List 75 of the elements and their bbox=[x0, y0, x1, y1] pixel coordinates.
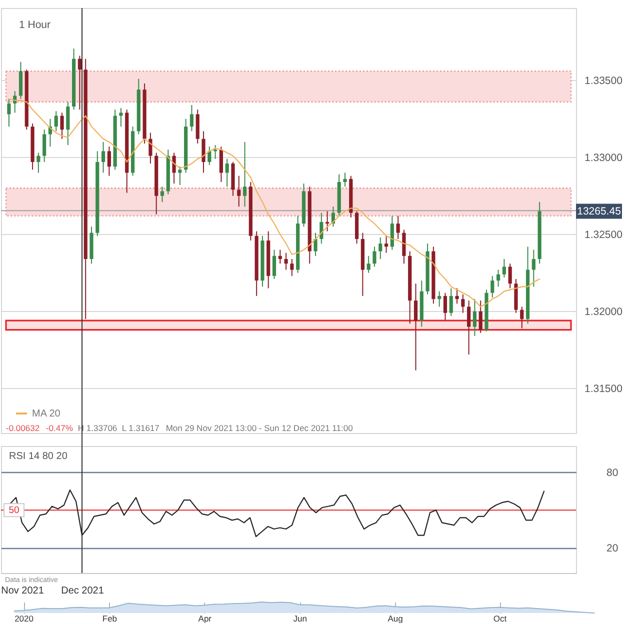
x-tick-label: 2020 bbox=[14, 614, 34, 624]
legend-label: MA 20 bbox=[32, 408, 61, 420]
annotation: -0.47% bbox=[46, 423, 74, 433]
candlestick bbox=[213, 144, 218, 160]
candlestick bbox=[326, 210, 330, 232]
candlestick bbox=[148, 132, 152, 164]
candlestick bbox=[467, 300, 471, 355]
candlestick bbox=[42, 129, 46, 162]
annotation: L 1.31617 bbox=[122, 423, 160, 433]
text: 1 Hour bbox=[19, 19, 52, 31]
candlestick bbox=[7, 98, 11, 128]
y-tick-label: 1.31500 bbox=[584, 382, 623, 395]
candlestick bbox=[101, 141, 106, 174]
y-tick-label: 1.32000 bbox=[584, 306, 623, 318]
candlestick bbox=[449, 288, 453, 316]
candlestick bbox=[461, 294, 465, 314]
y-tick-label: 20 bbox=[606, 542, 618, 554]
candlestick bbox=[478, 300, 482, 334]
x-tick-label: Feb bbox=[102, 614, 118, 624]
candlestick bbox=[54, 110, 58, 132]
candlestick bbox=[520, 306, 524, 329]
candlestick bbox=[172, 152, 176, 184]
x-tick-label: Jun bbox=[293, 614, 308, 624]
candlestick bbox=[438, 290, 442, 308]
candlestick bbox=[284, 252, 288, 270]
y-tick-label: 1.33500 bbox=[584, 74, 623, 87]
candlestick bbox=[237, 175, 241, 208]
candlestick bbox=[366, 255, 370, 274]
candlestick bbox=[378, 236, 382, 260]
candlestick bbox=[60, 112, 64, 140]
candlestick bbox=[190, 104, 194, 132]
candlestick bbox=[278, 249, 282, 264]
candlestick bbox=[532, 249, 536, 288]
candlestick bbox=[272, 249, 276, 280]
candlestick bbox=[343, 172, 347, 188]
y-tick-label: 80 bbox=[606, 466, 618, 479]
x-tick-label: Aug bbox=[388, 614, 404, 624]
candlestick bbox=[202, 130, 206, 174]
y-tick-label: 1.33000 bbox=[584, 152, 623, 164]
candlestick bbox=[36, 152, 40, 174]
text: 13265.45 bbox=[577, 205, 622, 218]
y-tick-label: 1.32500 bbox=[584, 228, 623, 241]
candlestick bbox=[414, 283, 418, 371]
candlestick bbox=[396, 215, 400, 240]
candlestick bbox=[508, 263, 512, 289]
annotation: -0.00632 bbox=[6, 423, 40, 433]
candlestick bbox=[290, 258, 294, 276]
candlestick bbox=[219, 146, 223, 183]
candlestick bbox=[160, 186, 164, 203]
candlestick bbox=[66, 101, 70, 146]
candlestick bbox=[496, 269, 500, 288]
x-tick-label: Nov 2021 bbox=[1, 586, 44, 596]
x-tick-label: Oct bbox=[493, 614, 508, 624]
ref-line-label: 50 bbox=[8, 505, 20, 516]
candlestick bbox=[107, 146, 111, 176]
candlestick bbox=[402, 229, 406, 264]
x-tick-label: Apr bbox=[198, 614, 212, 624]
candlestick bbox=[390, 215, 394, 250]
candlestick bbox=[225, 158, 229, 188]
candlestick bbox=[372, 246, 376, 268]
annotation: Mon 29 Nov 2021 13:00 - Sun 12 Dec 2021 11:00 bbox=[166, 423, 354, 433]
candlestick bbox=[78, 55, 82, 110]
candlestick bbox=[208, 146, 212, 166]
candlestick bbox=[384, 235, 388, 254]
x-tick-label: Dec 2021 bbox=[61, 586, 104, 596]
candlestick bbox=[314, 232, 318, 256]
candlestick bbox=[443, 292, 448, 322]
candlestick bbox=[178, 166, 182, 186]
candlestick bbox=[455, 288, 459, 304]
candlestick bbox=[490, 275, 494, 298]
text: RSI 14 80 20 bbox=[9, 451, 68, 462]
candlestick bbox=[502, 258, 506, 278]
candlestick bbox=[242, 141, 247, 208]
candlestick bbox=[119, 108, 123, 128]
candlestick bbox=[472, 298, 477, 336]
